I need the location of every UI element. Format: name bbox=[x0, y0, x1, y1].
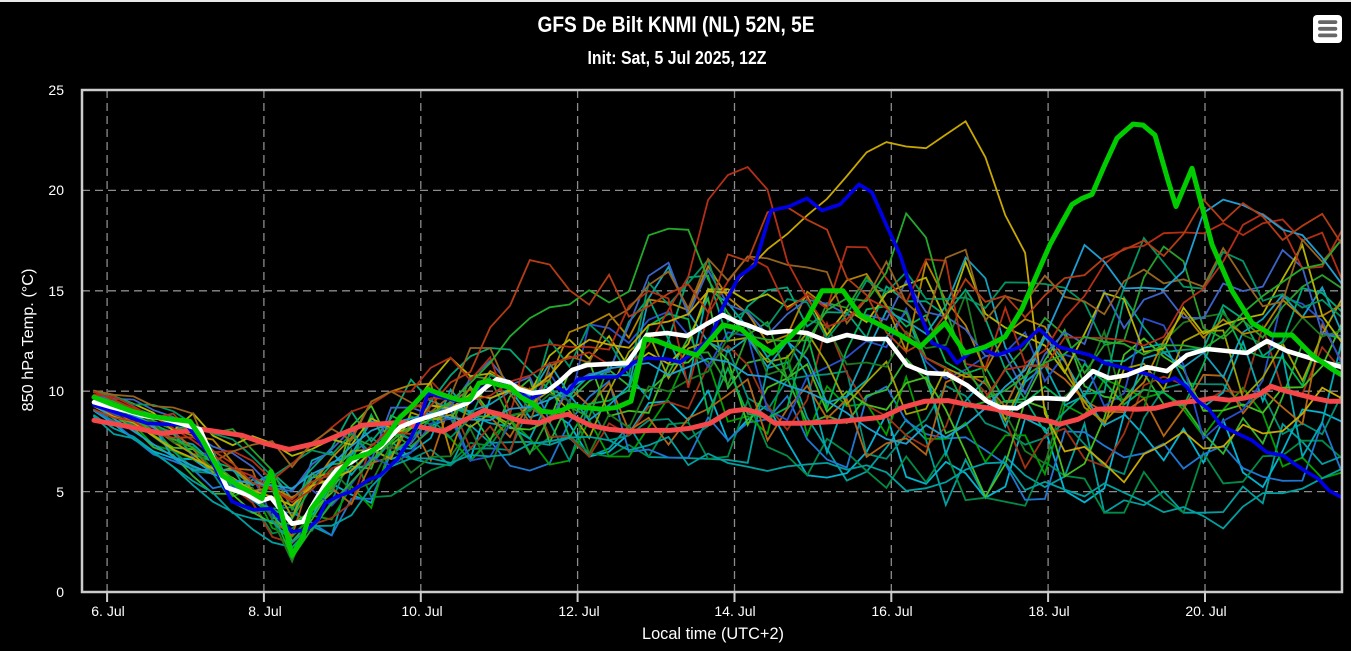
svg-text:18. Jul: 18. Jul bbox=[1028, 603, 1069, 619]
svg-text:20. Jul: 20. Jul bbox=[1185, 603, 1226, 619]
svg-text:6. Jul: 6. Jul bbox=[91, 603, 124, 619]
svg-text:8. Jul: 8. Jul bbox=[248, 603, 281, 619]
svg-text:5: 5 bbox=[56, 484, 64, 500]
svg-text:0: 0 bbox=[56, 584, 64, 600]
svg-text:20: 20 bbox=[48, 182, 64, 198]
svg-text:25: 25 bbox=[48, 82, 64, 98]
svg-text:GFS De Bilt KNMI (NL) 52N, 5E: GFS De Bilt KNMI (NL) 52N, 5E bbox=[538, 12, 815, 37]
svg-text:15: 15 bbox=[48, 283, 64, 299]
svg-text:850 hPa Temp. (°C): 850 hPa Temp. (°C) bbox=[20, 269, 37, 412]
svg-text:16. Jul: 16. Jul bbox=[871, 603, 912, 619]
svg-text:12. Jul: 12. Jul bbox=[558, 603, 599, 619]
svg-text:Local time (UTC+2): Local time (UTC+2) bbox=[642, 624, 784, 643]
svg-text:10: 10 bbox=[48, 383, 64, 399]
svg-text:14. Jul: 14. Jul bbox=[714, 603, 755, 619]
svg-text:10. Jul: 10. Jul bbox=[401, 603, 442, 619]
svg-text:Init: Sat, 5 Jul 2025, 12Z: Init: Sat, 5 Jul 2025, 12Z bbox=[588, 48, 767, 68]
